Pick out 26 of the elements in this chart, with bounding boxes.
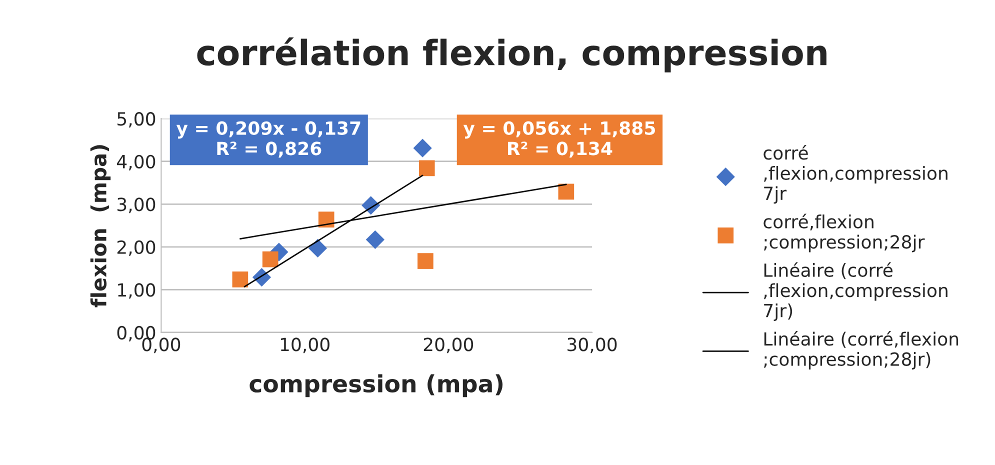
y-tick-label: 3,00 [118, 198, 156, 214]
point [413, 138, 432, 158]
x-tick-label: 30,00 [568, 338, 617, 354]
x-axis-title: compression (mpa) [250, 374, 503, 398]
x-tick-label: 20,00 [424, 338, 474, 354]
legend-label: Linéaire (corré ,flexion,compression 7jr) [764, 262, 948, 321]
point [366, 230, 384, 249]
y-tick-label: 1,00 [118, 283, 156, 299]
x-tick-label: 10,00 [280, 338, 330, 354]
annotation: y = 0,056x + 1,885 R² = 0,134 [463, 121, 655, 158]
annotation: y = 0,209x - 0,137 R² = 0,826 [176, 121, 360, 158]
point [418, 160, 435, 176]
point [418, 253, 434, 269]
point [232, 272, 248, 288]
y-tick-label: 2,00 [117, 240, 156, 256]
y-axis-title: flexion (mpa) [90, 145, 111, 308]
y-tick-label: 4,00 [117, 154, 156, 170]
legend-label: Linéaire (corré,flexion ;compression;28jr) [764, 331, 958, 370]
point [318, 212, 334, 228]
legend-label: corré ,flexion,compression 7jr [764, 145, 948, 204]
point [308, 238, 328, 258]
legend-label: corré,flexion ;compression;28jr [764, 214, 925, 252]
point [262, 251, 278, 268]
chart-title: corrélation flexion, compression [197, 37, 826, 72]
y-tick-label: 5,00 [118, 112, 156, 128]
point [558, 184, 574, 200]
